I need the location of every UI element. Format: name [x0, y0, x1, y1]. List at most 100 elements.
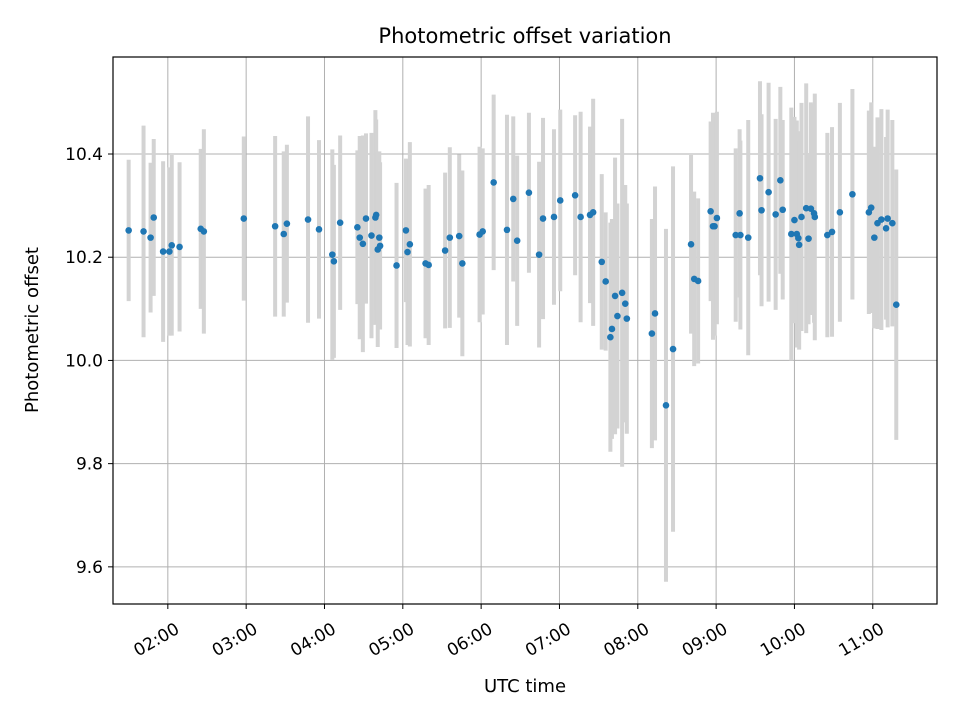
data-point	[598, 258, 606, 266]
data-point	[607, 333, 614, 341]
data-point	[884, 215, 891, 222]
data-point	[577, 213, 584, 221]
data-point	[889, 219, 896, 227]
y-tick-label: 9.8	[76, 455, 103, 475]
data-point	[359, 240, 367, 248]
data-point	[602, 278, 609, 285]
data-point	[455, 232, 463, 240]
data-point	[147, 234, 154, 241]
data-point	[525, 189, 533, 197]
data-point	[271, 222, 279, 230]
data-point	[669, 345, 677, 353]
data-point	[694, 277, 702, 285]
data-point	[376, 234, 383, 241]
data-point	[849, 190, 856, 198]
data-point	[150, 214, 158, 221]
data-point	[765, 188, 772, 196]
data-point	[867, 204, 875, 211]
data-point	[687, 241, 695, 248]
data-point	[539, 215, 547, 222]
data-point	[648, 330, 656, 337]
data-point	[490, 179, 497, 186]
data-point	[503, 226, 511, 234]
data-point	[836, 209, 844, 216]
y-tick-label: 9.6	[76, 558, 103, 578]
data-point	[509, 195, 517, 203]
data-point	[589, 209, 597, 216]
data-point	[732, 231, 739, 239]
data-point	[535, 251, 543, 258]
data-point	[240, 215, 248, 222]
y-axis-label: Photometric offset	[22, 247, 43, 413]
data-point	[441, 247, 449, 254]
data-point	[662, 402, 670, 409]
plot-frame	[112, 56, 938, 605]
data-point	[404, 248, 411, 256]
data-point	[611, 292, 619, 300]
data-point	[176, 243, 183, 251]
data-point	[571, 191, 579, 199]
data-point	[406, 241, 414, 248]
data-point	[330, 258, 338, 265]
data-point	[446, 234, 454, 241]
data-point	[329, 251, 336, 258]
data-point	[623, 315, 631, 322]
data-point	[744, 234, 752, 241]
data-point	[402, 227, 410, 234]
data-point	[811, 213, 819, 221]
data-point	[711, 222, 718, 230]
data-point	[651, 310, 659, 317]
data-point	[737, 231, 744, 239]
data-point	[200, 228, 208, 235]
data-point	[828, 228, 836, 236]
data-point	[393, 262, 400, 269]
data-point	[614, 312, 621, 320]
data-point	[713, 214, 721, 222]
data-point	[707, 207, 714, 215]
data-point	[795, 241, 803, 249]
data-point	[336, 219, 344, 226]
data-point	[772, 211, 779, 218]
data-point	[779, 206, 786, 214]
data-point	[824, 231, 831, 239]
data-point	[513, 237, 521, 245]
data-point	[777, 177, 784, 184]
data-point	[892, 301, 900, 308]
data-point	[882, 225, 890, 232]
data-point	[280, 230, 288, 238]
data-point	[354, 223, 361, 231]
data-point	[608, 325, 616, 333]
data-point	[356, 234, 364, 241]
data-point	[168, 242, 176, 249]
data-point	[140, 228, 147, 235]
data-point	[315, 226, 323, 233]
data-point	[550, 213, 558, 221]
chart-title: Photometric offset variation	[378, 24, 671, 48]
data-point	[758, 206, 765, 214]
data-point	[372, 211, 380, 219]
data-point	[798, 213, 805, 221]
data-point	[459, 260, 466, 267]
data-point	[621, 300, 629, 307]
data-point	[376, 242, 384, 250]
data-point	[362, 215, 370, 222]
y-tick-label: 10.2	[65, 248, 103, 268]
data-point	[556, 197, 564, 204]
data-point	[805, 235, 812, 242]
data-point	[166, 248, 173, 255]
data-point	[807, 205, 815, 213]
y-tick-label: 10.4	[65, 145, 103, 165]
data-point	[283, 220, 291, 227]
data-point	[878, 216, 885, 223]
data-point	[736, 210, 743, 217]
data-points	[125, 174, 900, 409]
data-point	[159, 248, 167, 255]
data-point	[795, 234, 802, 242]
x-axis-label: UTC time	[484, 676, 566, 697]
data-point	[871, 234, 878, 241]
y-tick-label: 10.0	[65, 351, 103, 371]
data-point	[756, 174, 764, 182]
data-point	[791, 216, 798, 224]
data-point	[618, 289, 626, 297]
